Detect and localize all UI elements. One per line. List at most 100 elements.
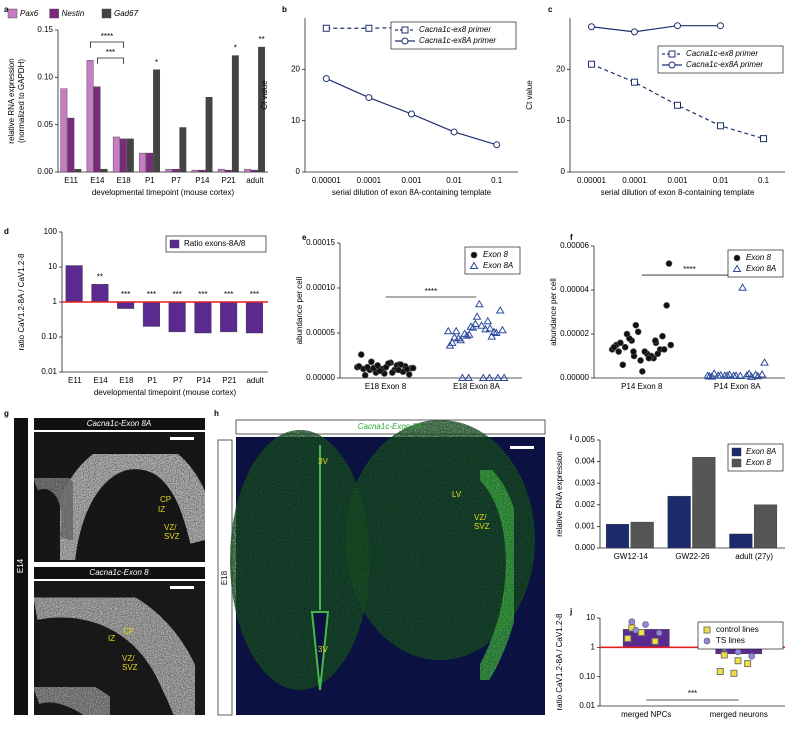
x-tick-label: E14 bbox=[94, 376, 109, 385]
point bbox=[374, 362, 381, 369]
point bbox=[355, 362, 363, 370]
panel-letter: g bbox=[4, 409, 9, 418]
point bbox=[751, 370, 760, 378]
legend-marker bbox=[469, 261, 479, 269]
point bbox=[667, 341, 675, 349]
y-tick-label: 0 bbox=[296, 167, 301, 176]
bar bbox=[667, 495, 691, 549]
point bbox=[493, 141, 501, 149]
image-annotation: VZ/ bbox=[474, 513, 487, 522]
legend-label: Cacna1c-ex8 primer bbox=[686, 49, 758, 58]
point bbox=[705, 371, 714, 380]
x-tick-label: adult bbox=[246, 176, 264, 185]
bar bbox=[142, 301, 160, 327]
point bbox=[738, 283, 747, 291]
point bbox=[645, 354, 653, 362]
x-tick-label: E18 Exon 8A bbox=[453, 382, 500, 391]
panel-letter: f bbox=[570, 233, 573, 242]
panel-letter: j bbox=[569, 607, 572, 616]
x-tick-label: merged NPCs bbox=[621, 710, 671, 719]
bar bbox=[224, 169, 232, 173]
bar bbox=[244, 168, 252, 173]
point bbox=[487, 332, 497, 340]
y-tick-label: 0.10 bbox=[37, 72, 53, 81]
point bbox=[734, 657, 742, 665]
point bbox=[460, 329, 470, 337]
point bbox=[717, 22, 724, 30]
x-tick-label: P1 bbox=[145, 176, 155, 185]
panel-letter: c bbox=[548, 5, 553, 14]
legend-marker bbox=[401, 37, 409, 45]
point bbox=[621, 343, 629, 351]
legend-marker bbox=[703, 637, 711, 645]
point bbox=[744, 660, 752, 668]
point bbox=[760, 358, 769, 366]
x-tick-label: 0.001 bbox=[667, 176, 688, 185]
x-axis-label: developmental timepoint (mouse cortex) bbox=[94, 388, 237, 397]
bracket-label: **** bbox=[425, 287, 437, 296]
legend-label: Pax6 bbox=[20, 9, 39, 18]
bar bbox=[231, 55, 239, 173]
point bbox=[617, 339, 624, 347]
point bbox=[716, 668, 724, 676]
image-annotation: VZ/ bbox=[122, 654, 135, 663]
image-title: Cacna1c-Exon 8A bbox=[358, 422, 422, 431]
bracket bbox=[89, 41, 125, 48]
point bbox=[742, 371, 752, 379]
point bbox=[357, 351, 365, 358]
legend-box bbox=[657, 45, 784, 74]
legend-swatch bbox=[731, 447, 742, 457]
x-tick-label: E18 bbox=[117, 176, 132, 185]
bar bbox=[126, 138, 134, 173]
significance-label: ** bbox=[97, 272, 103, 281]
side-strip bbox=[14, 418, 28, 715]
x-tick-label: 0.0001 bbox=[622, 176, 647, 185]
point bbox=[408, 110, 415, 118]
point bbox=[445, 341, 455, 349]
point bbox=[634, 328, 642, 336]
y-axis-label: ratio CaV1.2-8A / CaV1.2-8 bbox=[17, 253, 26, 350]
x-tick-label: E18 bbox=[119, 376, 134, 385]
image-annotation: LV bbox=[452, 490, 462, 499]
bar bbox=[630, 521, 654, 549]
legend-label: Gad67 bbox=[114, 9, 139, 18]
point bbox=[471, 319, 480, 327]
x-tick-label: 0.1 bbox=[758, 176, 770, 185]
point bbox=[655, 629, 663, 637]
legend-swatch bbox=[101, 8, 112, 19]
y-tick-label: 0.002 bbox=[575, 500, 596, 509]
legend-marker bbox=[470, 251, 478, 259]
bar bbox=[194, 301, 212, 334]
point bbox=[729, 371, 739, 379]
x-tick-label: E18 Exon 8 bbox=[365, 382, 407, 391]
point bbox=[365, 24, 373, 32]
image-annotation: SVZ bbox=[164, 532, 180, 541]
y-tick-label: 0.005 bbox=[575, 435, 596, 444]
line bbox=[591, 63, 764, 140]
y-tick-label: 10 bbox=[291, 116, 300, 125]
point bbox=[628, 618, 636, 625]
legend-marker bbox=[733, 254, 741, 262]
legend-marker bbox=[732, 264, 742, 272]
panel-letter: b bbox=[282, 5, 287, 14]
point bbox=[642, 621, 649, 628]
point bbox=[499, 373, 509, 381]
point bbox=[464, 373, 473, 381]
y-tick-label: 0.00004 bbox=[560, 285, 589, 294]
y-tick-label: 0.05 bbox=[37, 120, 53, 129]
point bbox=[624, 635, 632, 643]
bar bbox=[91, 284, 109, 303]
panel-letter: a bbox=[4, 5, 9, 14]
bar bbox=[258, 46, 266, 173]
y-tick-label: 0.01 bbox=[579, 701, 595, 710]
y-tick-label: 0.00000 bbox=[306, 373, 335, 382]
y-axis-label: ratio CaV1.2-8A / CaV1.2-8 bbox=[555, 613, 564, 710]
point bbox=[734, 648, 742, 656]
image-annotation: CP bbox=[123, 627, 134, 636]
line bbox=[591, 25, 721, 33]
point bbox=[468, 323, 478, 331]
point bbox=[491, 328, 501, 336]
legend-label: Exon 8 bbox=[746, 253, 771, 262]
y-tick-label: 0.00005 bbox=[306, 328, 335, 337]
